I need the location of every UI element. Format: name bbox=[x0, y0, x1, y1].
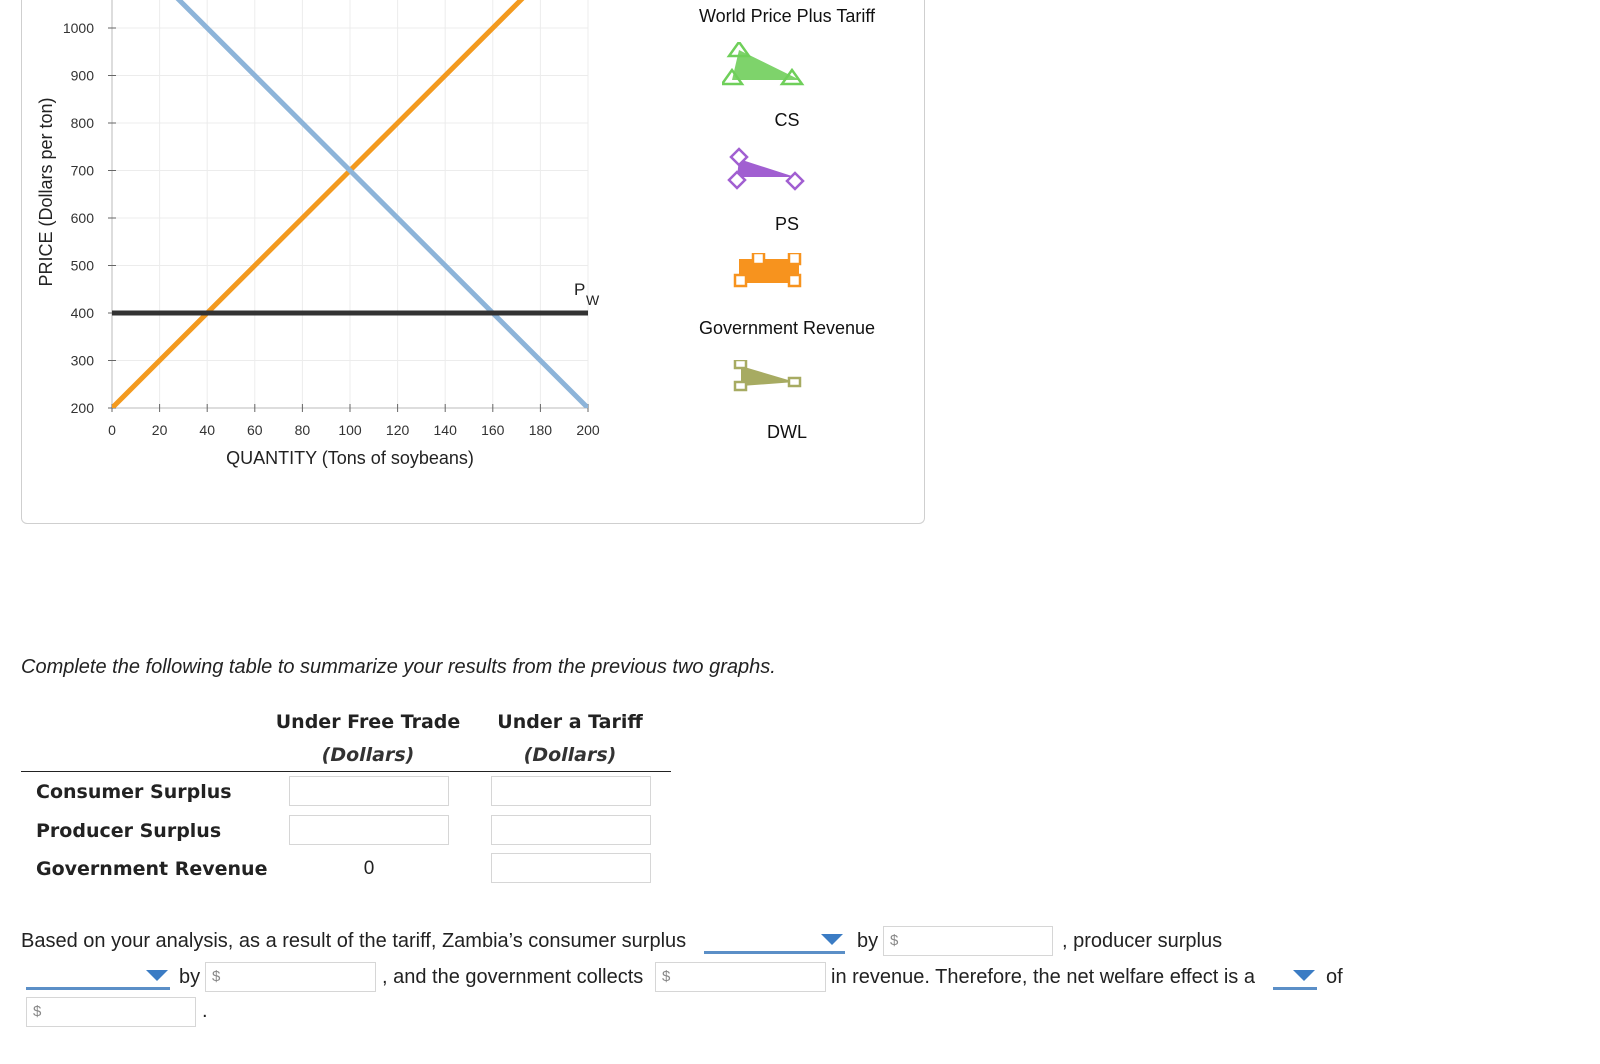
chevron-down-icon bbox=[821, 934, 843, 945]
legend-label-wppt: World Price Plus Tariff bbox=[698, 6, 876, 26]
x-tick-label: 140 bbox=[434, 422, 458, 438]
ps-change-amount-input[interactable]: $ bbox=[205, 962, 376, 992]
cs-change-amount-input[interactable]: $ bbox=[883, 926, 1053, 956]
gov-revenue-tariff-input[interactable] bbox=[491, 853, 651, 883]
cs-tool-icon[interactable] bbox=[725, 147, 815, 193]
ps-tariff-input[interactable] bbox=[491, 815, 651, 845]
x-axis-label: QUANTITY (Tons of soybeans) bbox=[226, 448, 474, 468]
col-header-free-trade: Under Free Trade bbox=[275, 711, 461, 733]
x-tick-label: 100 bbox=[338, 422, 362, 438]
row-label-gov-revenue: Government Revenue bbox=[36, 858, 268, 880]
cs-tariff-input[interactable] bbox=[491, 776, 651, 806]
dwl-tool-icon[interactable] bbox=[733, 360, 807, 394]
y-tick-label: 800 bbox=[71, 115, 95, 131]
x-tick-label: 60 bbox=[247, 422, 263, 438]
analysis-text-1: Based on your analysis, as a result of t… bbox=[21, 930, 687, 952]
x-tick-label: 200 bbox=[576, 422, 600, 438]
analysis-by-1: by bbox=[857, 930, 879, 952]
x-tick-label: 160 bbox=[481, 422, 505, 438]
legend-label-dwl: DWL bbox=[767, 422, 807, 442]
y-tick-label: 400 bbox=[71, 305, 95, 321]
gov-revenue-amount-input[interactable]: $ bbox=[655, 962, 826, 992]
table-instructions: Complete the following table to summariz… bbox=[21, 656, 776, 678]
world-price-plus-tariff-tool-icon[interactable] bbox=[722, 42, 812, 88]
x-tick-label: 0 bbox=[108, 422, 116, 438]
analysis-text-4: in revenue. Therefore, the net welfare e… bbox=[831, 966, 1255, 988]
chevron-down-icon bbox=[1293, 970, 1315, 981]
col-subheader-free-trade: (Dollars) bbox=[321, 744, 415, 766]
col-header-tariff: Under a Tariff bbox=[497, 711, 643, 733]
x-tick-label: 20 bbox=[152, 422, 168, 438]
world-price-label: P bbox=[574, 280, 585, 299]
analysis-text-2: , producer surplus bbox=[1062, 930, 1223, 952]
graph-panel: 200 300 400 500 600 700 800 900 1000 0 20 40 60 80 100… bbox=[21, 0, 925, 524]
legend-label-cs: CS bbox=[774, 110, 800, 130]
analysis-period: . bbox=[202, 1000, 208, 1022]
ps-change-dropdown[interactable] bbox=[26, 962, 170, 990]
cs-change-dropdown[interactable] bbox=[704, 926, 845, 954]
net-welfare-amount-input[interactable]: $ bbox=[26, 997, 196, 1027]
y-axis-label: PRICE (Dollars per ton) bbox=[36, 97, 56, 286]
ps-free-trade-input[interactable] bbox=[289, 815, 449, 845]
chevron-down-icon bbox=[146, 970, 168, 981]
row-label-producer-surplus: Producer Surplus bbox=[36, 820, 222, 842]
y-tick-label: 200 bbox=[71, 400, 95, 416]
col-subheader-tariff: (Dollars) bbox=[523, 744, 617, 766]
demand-line bbox=[175, 0, 588, 408]
ps-tool-icon[interactable] bbox=[733, 253, 807, 293]
x-tick-label: 180 bbox=[529, 422, 553, 438]
world-price-subscript: W bbox=[586, 292, 600, 308]
y-tick-label: 500 bbox=[71, 258, 95, 274]
legend-label-ps: PS bbox=[774, 214, 799, 234]
net-welfare-dropdown[interactable] bbox=[1273, 962, 1317, 990]
gov-revenue-free-trade-value: 0 bbox=[363, 858, 375, 879]
cs-free-trade-input[interactable] bbox=[289, 776, 449, 806]
analysis-of: of bbox=[1326, 966, 1343, 988]
row-label-consumer-surplus: Consumer Surplus bbox=[36, 781, 232, 803]
analysis-text-3: , and the government collects bbox=[382, 966, 644, 988]
x-tick-label: 80 bbox=[295, 422, 311, 438]
legend-label-gov-revenue: Government Revenue bbox=[698, 318, 876, 338]
supply-demand-chart: 200 300 400 500 600 700 800 900 1000 0 20 40 60 80 100… bbox=[36, 0, 600, 468]
table-header-rule bbox=[21, 771, 671, 772]
x-tick-label: 120 bbox=[386, 422, 410, 438]
y-tick-label: 300 bbox=[71, 353, 95, 369]
y-tick-label: 900 bbox=[71, 68, 95, 84]
y-tick-label: 600 bbox=[71, 210, 95, 226]
x-tick-label: 40 bbox=[199, 422, 215, 438]
analysis-by-2: by bbox=[179, 966, 201, 988]
y-tick-label: 1000 bbox=[63, 20, 94, 36]
y-tick-label: 700 bbox=[71, 163, 95, 179]
